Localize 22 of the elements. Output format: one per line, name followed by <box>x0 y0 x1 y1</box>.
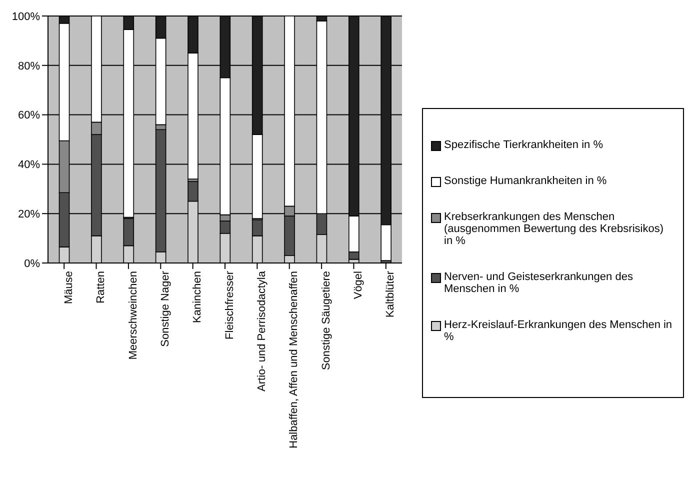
x-tick-label: Sonstige Nager <box>159 270 172 347</box>
y-tick-label: 40% <box>18 159 40 172</box>
x-tick-label: Kaninchen <box>192 271 204 323</box>
x-tick-label: Meerschweinchen <box>127 271 140 360</box>
legend-label: Herz-Kreislauf-Erkrankungen des Menschen in % <box>444 319 674 343</box>
x-tick-label: Fleischfresser <box>224 270 236 340</box>
legend-label: Krebserkrankungen des Menschen (ausgenommen Bewertung des Krebsrisikos) in % <box>444 211 664 247</box>
y-tick-label: 0% <box>24 258 40 270</box>
x-tick-label: Artio- und Perrisodactyla <box>256 270 268 392</box>
y-tick-label: 60% <box>18 110 40 122</box>
x-tick-label: Ratten <box>95 271 108 304</box>
x-tick-label: Halbaffen, Affen und Menschenaffen <box>288 271 300 448</box>
x-tick-label: Mäuse <box>62 271 75 304</box>
legend-label: Sonstige Humankrankheiten in % <box>444 175 607 187</box>
x-tick-label: Vögel <box>352 271 365 300</box>
y-tick-label: 20% <box>18 208 40 221</box>
y-tick-label: 100% <box>12 10 40 23</box>
x-tick-label: Sonstige Säugetiere <box>320 271 332 370</box>
legend-label: Spezifische Tierkrankheiten in % <box>444 139 603 151</box>
y-tick-label: 80% <box>18 60 40 72</box>
x-tick-label: Kaltblüter <box>384 270 397 318</box>
legend-label: Nerven- und Geisteserkrankungen des Menschen in % <box>444 271 634 295</box>
